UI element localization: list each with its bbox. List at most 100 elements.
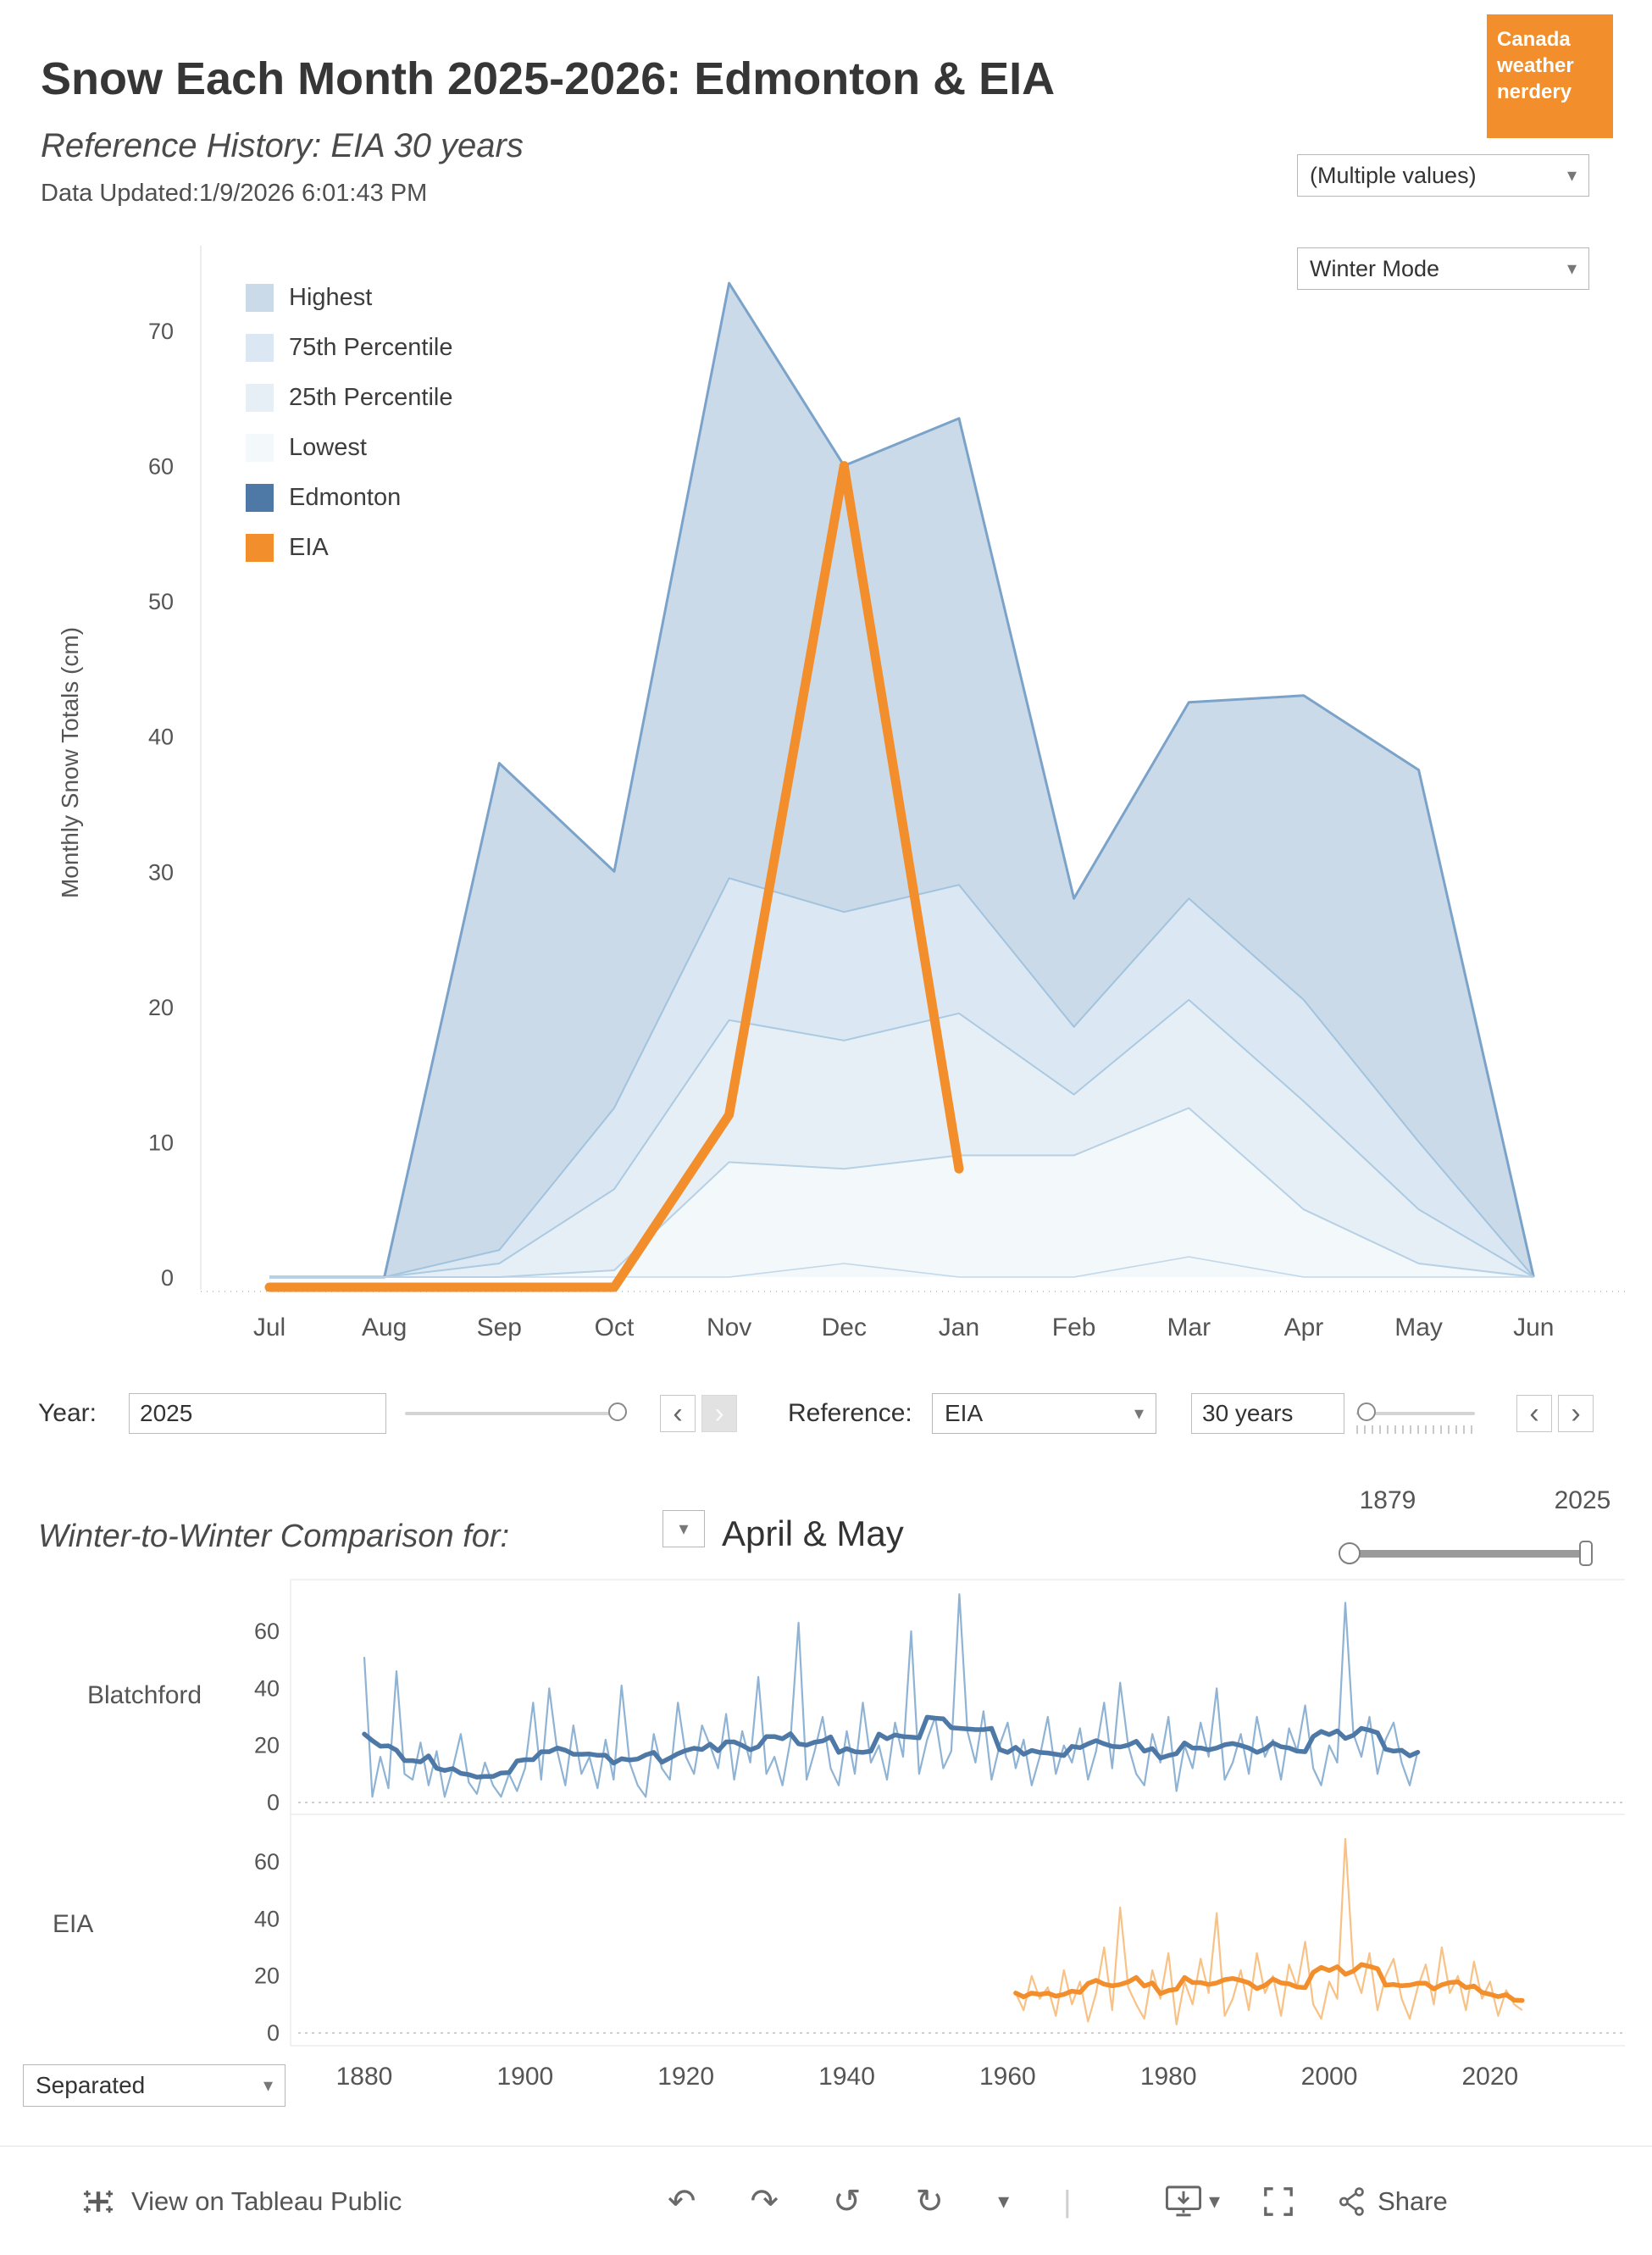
reference-years-slider-knob[interactable] [1357,1402,1376,1421]
year-label: Year: [38,1399,97,1427]
chevron-right-icon: › [1571,1397,1581,1430]
range-start-label: 1879 [1359,1486,1416,1514]
range-left-handle[interactable] [1339,1542,1361,1564]
x-tick-label: 1960 [979,2063,1036,2091]
redo-icon[interactable]: ↷ [750,2182,779,2220]
month-label: Jun [1513,1314,1554,1341]
reference-dropdown[interactable]: EIA ▾ [932,1393,1156,1434]
y-axis-title: Monthly Snow Totals (cm) [57,627,83,898]
reference-next-button[interactable]: › [1558,1395,1594,1432]
chevron-left-icon: ‹ [1529,1397,1539,1430]
eia-smoothed-line[interactable] [1013,1962,1525,2003]
y-tick-label: 0 [267,1790,280,1815]
reference-years-slider[interactable] [1356,1412,1475,1415]
x-tick-label: 1980 [1140,2063,1197,2091]
band-lowest-area[interactable] [269,1108,1534,1278]
range-end-label: 2025 [1554,1486,1611,1514]
year-range-slider[interactable] [1345,1550,1591,1558]
year-prev-button[interactable]: ‹ [660,1395,696,1432]
band-highest-line[interactable] [269,281,1535,1279]
reference-years-input[interactable] [1191,1393,1344,1434]
chevron-down-icon[interactable]: ▾ [998,2188,1010,2213]
legend-item[interactable]: 75th Percentile [246,334,452,362]
view-on-tableau-link[interactable]: View on Tableau Public [80,2147,402,2255]
download-button[interactable]: ▾ [1165,2185,1220,2219]
page-subtitle: Reference History: EIA 30 years [41,127,524,164]
month-label: Jan [939,1314,979,1341]
share-button[interactable]: Share [1337,2186,1448,2217]
x-tick-label: 1940 [818,2063,875,2091]
row-label: EIA [53,1910,93,1938]
x-tick-label: 2000 [1301,2063,1358,2091]
y-tick-label: 40 [254,1906,280,1931]
comparison-dropdown[interactable]: ▾ [662,1510,705,1547]
month-label: Aug [362,1314,407,1341]
range-right-handle[interactable] [1579,1541,1593,1566]
y-tick-label: 20 [254,1963,280,1989]
share-icon [1339,2186,1364,2216]
chevron-down-icon: ▾ [1566,164,1577,186]
undo-icon[interactable]: ↶ [668,2182,696,2220]
brand-logo-line: Canada [1497,28,1571,51]
x-tick-label: 2020 [1462,2063,1519,2091]
refresh-icon[interactable]: ↻ [915,2182,945,2220]
blatchford-smoothed-line[interactable] [362,1714,1421,1780]
filter-dropdown-value: (Multiple values) [1310,162,1477,188]
eia-line[interactable] [264,461,964,1292]
y-tick-label: 60 [254,1849,280,1875]
y-tick-label: 0 [161,1265,174,1291]
month-label: Dec [822,1314,867,1341]
legend-label: EIA [289,534,329,561]
band-p25-line[interactable] [269,998,1534,1278]
legend-item[interactable]: Edmonton [246,484,452,512]
brand-logo: Canada weather nerdery [1487,14,1613,138]
year-slider[interactable] [405,1412,627,1415]
month-label: Jul [253,1314,285,1341]
year-next-button[interactable]: › [701,1395,737,1432]
brand-logo-line: nerdery [1497,81,1572,104]
x-tick-label: 1920 [657,2063,714,2091]
legend-item[interactable]: Highest [246,284,452,312]
legend-swatch [246,484,274,512]
legend-label: 25th Percentile [289,384,453,411]
y-tick-label: 40 [254,1675,280,1701]
blatchford-annual-line[interactable] [363,1593,1419,1798]
y-tick-label: 0 [267,2020,280,2046]
band-lowest-line[interactable] [269,1107,1534,1278]
month-label: May [1394,1314,1443,1341]
legend-label: Edmonton [289,484,402,511]
x-tick-label: 1880 [336,2063,393,2091]
reference-prev-button[interactable]: ‹ [1516,1395,1552,1432]
slider-tick-marks [1356,1425,1475,1434]
legend-item[interactable]: Lowest [246,434,452,462]
legend-item[interactable]: 25th Percentile [246,384,452,412]
band-p75-line[interactable] [269,877,1535,1278]
eia-annual-line[interactable] [1014,1837,1523,2026]
y-tick-label: 10 [148,1130,174,1155]
x-tick-label: 1900 [496,2063,553,2091]
row-label: Blatchford [87,1681,202,1709]
y-tick-label: 20 [148,995,174,1020]
year-slider-knob[interactable] [608,1402,627,1421]
month-label: Nov [707,1314,751,1341]
revert-icon[interactable]: ↺ [833,2182,862,2220]
month-label: Sep [477,1314,522,1341]
brand-logo-line: weather [1497,54,1574,78]
monthly-snow-chart[interactable]: 0 10 20 30 40 50 60 70 Monthly Snow Totals (cm) J… [0,220,1652,1360]
mode-dropdown[interactable]: Winter Mode ▾ [1297,247,1589,290]
separated-dropdown[interactable]: Separated ▾ [23,2064,285,2107]
filter-dropdown[interactable]: (Multiple values) ▾ [1297,154,1589,197]
download-icon [1165,2185,1202,2216]
reference-dropdown-value: EIA [945,1400,984,1426]
chevron-left-icon: ‹ [673,1397,683,1430]
legend-swatch [246,384,274,412]
y-tick-label: 20 [254,1733,280,1758]
winter-comparison-charts[interactable]: 0 20 40 60 Blatchford 0 20 40 60 EIA 1880 1900 1920 1… [0,1576,1652,2140]
legend-item[interactable]: EIA [246,534,452,562]
month-label: Apr [1284,1314,1324,1341]
legend-swatch [246,534,274,562]
legend-swatch [246,284,274,312]
year-input[interactable] [129,1393,386,1434]
fullscreen-icon[interactable] [1262,2186,1294,2218]
legend-label: Lowest [289,434,367,461]
